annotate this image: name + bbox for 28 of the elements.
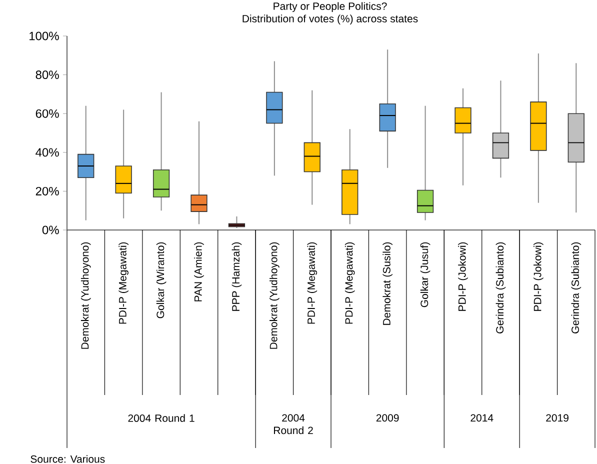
y-tick-label: 40%	[36, 148, 59, 157]
chart-subtitle: Distribution of votes (%) across states	[242, 14, 418, 24]
x-tick-label: Demokrat (Yudhoyono)	[80, 242, 91, 349]
x-tick-label: Golkar (Wiranto)	[156, 242, 166, 318]
x-tick-label: Gerindra (Subianto)	[571, 242, 582, 334]
x-tick-label: PDI-P (Megawati)	[307, 242, 318, 324]
source-note: Source: Various	[30, 455, 105, 463]
x-tick-label: PDI-P (Megawati)	[118, 242, 128, 324]
x-tick-label: PDI-P (Megawati)	[344, 242, 355, 324]
text: 2004 Round 2	[274, 414, 313, 434]
text: 2014	[470, 414, 494, 422]
x-tick-label: Gerindra (Subianto)	[496, 242, 506, 334]
y-tick-label: 100%	[30, 32, 59, 40]
x-tick-label: PDI-P (Jokowi)	[534, 242, 544, 311]
y-tick-label: 0%	[42, 226, 59, 234]
x-tick-label: PAN (Amien)	[194, 242, 204, 302]
x-tick-label: Golkar (Jusuf)	[420, 242, 430, 308]
x-tick-label: PDI-P (Jokowi)	[458, 242, 468, 311]
text: 2004 Round 1	[128, 414, 194, 422]
y-tick-label: 60%	[36, 109, 59, 118]
text: 2009	[376, 414, 399, 422]
x-tick-label: Demokrat (Susilo)	[382, 242, 392, 325]
y-tick-label: 20%	[36, 186, 59, 196]
chart-title: Party or People Politics?	[274, 2, 387, 12]
text: 2019	[546, 414, 568, 422]
x-tick-label: PPP (Hamzah)	[232, 242, 242, 311]
x-tick-label: Demokrat (Yudhoyono)	[270, 242, 280, 349]
y-tick-label: 80%	[36, 70, 59, 80]
